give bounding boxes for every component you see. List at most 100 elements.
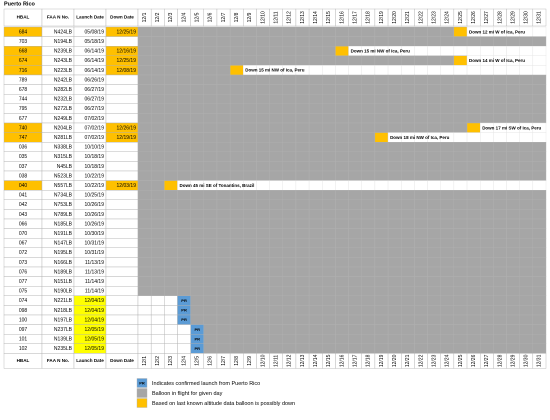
day-cell <box>177 132 191 143</box>
day-cell <box>374 324 389 335</box>
hbal: 070 <box>19 231 28 237</box>
day-cell <box>427 189 441 200</box>
day-cell <box>164 113 178 124</box>
day-cell <box>150 170 165 181</box>
down-note: Down 18 mi NW of Ica, Peru <box>390 135 450 140</box>
day-cell <box>506 295 520 306</box>
day-cell <box>322 180 336 191</box>
day-cell <box>414 286 428 297</box>
day-cell <box>322 257 336 268</box>
day-cell <box>493 180 507 191</box>
day-cell <box>374 209 389 220</box>
day-cell <box>453 93 468 104</box>
day-cell <box>414 170 428 181</box>
day-cell <box>453 161 468 172</box>
day-cell <box>150 36 165 47</box>
day-cell <box>479 46 494 57</box>
day-cell <box>479 305 494 316</box>
day-cell <box>229 74 244 85</box>
day-cell <box>216 141 231 152</box>
day-cell <box>401 199 415 210</box>
day-cell <box>150 247 165 258</box>
day-cell <box>427 26 441 37</box>
day-cell <box>243 170 257 181</box>
day-cell <box>322 93 336 104</box>
day-cell <box>269 113 283 124</box>
day-cell <box>256 180 270 191</box>
day-header: 12/3 <box>168 356 174 366</box>
day-header: 12/30 <box>524 11 530 24</box>
day-cell <box>453 314 468 325</box>
day-cell <box>493 247 507 258</box>
day-cell <box>387 209 402 220</box>
day-cell <box>414 209 428 220</box>
day-cell <box>479 343 494 354</box>
day-cell <box>493 314 507 325</box>
day-cell <box>453 26 468 37</box>
day-cell <box>295 314 310 325</box>
day-cell <box>282 228 297 239</box>
day-cell <box>322 161 336 172</box>
day-cell <box>493 218 507 229</box>
day-cell <box>414 257 428 268</box>
day-cell <box>387 170 402 181</box>
day-cell <box>282 266 297 277</box>
day-cell <box>348 170 362 181</box>
down-note: Down 15 mi NW of Ica, Peru <box>351 48 411 53</box>
day-cell <box>414 103 428 114</box>
day-header: 12/10 <box>260 11 266 24</box>
day-cell <box>282 237 297 248</box>
day-cell <box>282 189 297 200</box>
day-cell <box>493 161 507 172</box>
day-cell <box>190 93 205 104</box>
day-cell <box>295 334 310 345</box>
day-cell <box>177 151 191 162</box>
day-cell <box>216 257 231 268</box>
day-cell <box>479 84 494 95</box>
launch-date: 06/14/19 <box>85 68 105 74</box>
day-cell <box>335 65 349 76</box>
day-cell <box>164 257 178 268</box>
day-cell <box>387 141 402 152</box>
day-cell <box>440 266 455 277</box>
day-cell <box>243 314 257 325</box>
day-cell <box>164 161 178 172</box>
day-cell <box>387 103 402 114</box>
day-cell <box>269 199 283 210</box>
day-cell <box>479 141 494 152</box>
day-cell <box>308 228 323 239</box>
day-cell <box>479 286 494 297</box>
day-cell <box>282 132 297 143</box>
day-cell <box>506 314 520 325</box>
day-cell <box>295 199 310 210</box>
day-cell <box>190 141 205 152</box>
day-cell <box>479 257 494 268</box>
day-header: 12/5 <box>195 12 201 22</box>
day-cell <box>295 276 310 287</box>
day-cell <box>361 74 376 85</box>
day-header: 12/16 <box>339 11 345 24</box>
day-cell <box>322 276 336 287</box>
day-cell <box>466 93 481 104</box>
column-header: Launch Date <box>76 15 104 20</box>
launch-marker: PR <box>194 346 200 351</box>
day-cell <box>256 74 270 85</box>
day-cell <box>150 26 165 37</box>
day-cell <box>506 113 520 124</box>
faa-no: N190LB <box>54 289 73 295</box>
day-cell <box>479 324 494 335</box>
day-cell <box>335 103 349 114</box>
day-cell <box>348 237 362 248</box>
day-cell <box>519 170 534 181</box>
day-cell <box>216 199 231 210</box>
day-cell <box>466 334 481 345</box>
day-cell <box>269 189 283 200</box>
day-cell <box>453 218 468 229</box>
faa-no: N204LB <box>54 125 73 131</box>
day-cell <box>466 113 481 124</box>
day-cell <box>243 189 257 200</box>
day-cell <box>427 74 441 85</box>
day-cell <box>519 286 534 297</box>
hbal: 038 <box>19 173 28 179</box>
day-cell <box>137 295 152 306</box>
